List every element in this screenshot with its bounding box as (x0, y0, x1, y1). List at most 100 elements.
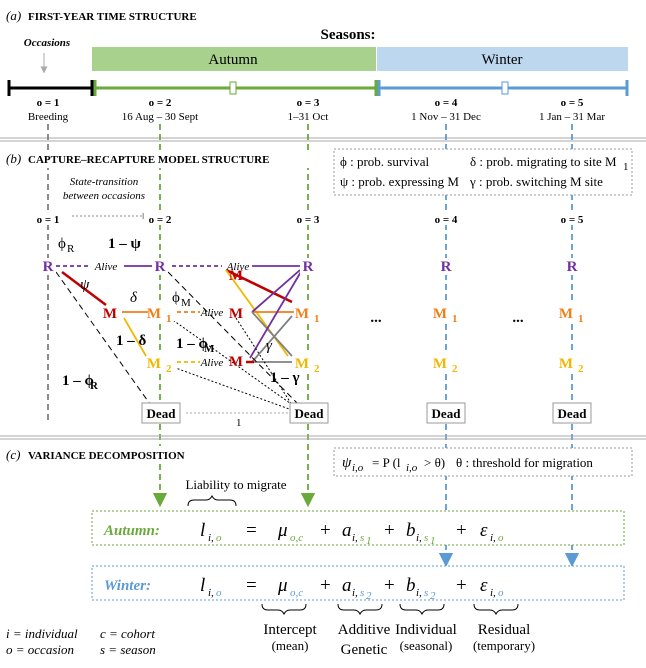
svg-text:Autumn:: Autumn: (103, 523, 160, 539)
component-intercept-sub: (mean) (272, 638, 309, 653)
ellipsis-2: ... (512, 310, 524, 326)
alive-4: Alive (200, 357, 224, 369)
svg-text:M: M (147, 356, 161, 372)
panel-c-tag: (c) (6, 447, 20, 462)
svg-text:M: M (433, 306, 447, 322)
svg-text:M: M (433, 356, 447, 372)
transitions (56, 265, 303, 364)
ellipsis-1: ... (370, 310, 382, 326)
svg-text:1: 1 (166, 313, 172, 325)
panel-b-tag: (b) (6, 151, 21, 166)
svg-text:o,c: o,c (290, 587, 303, 599)
param-one-minus-phi-r: 1 – ϕ (62, 373, 94, 389)
legend-gamma: γ : prob. switching M site (469, 174, 603, 189)
a-occ4-period: 1 Nov – 31 Dec (411, 111, 481, 123)
state-m2-o3: M 2 (294, 354, 322, 375)
autumn-band (92, 47, 376, 71)
component-braces (261, 603, 519, 616)
key-s: s = season (100, 642, 156, 657)
dead-box-o4: Dead (426, 402, 466, 424)
svg-text:2: 2 (578, 363, 584, 375)
b-occ5: o = 5 (561, 214, 584, 226)
param-one-minus-gamma: 1 – γ (270, 370, 300, 386)
param-phi-m: ϕ (172, 290, 180, 306)
svg-text:= P (l: = P (l (372, 455, 401, 470)
svg-text:i,: i, (490, 532, 496, 544)
panel-b: (b) CAPTURE–RECAPTURE MODEL STRUCTURE ϕ … (0, 148, 633, 429)
svg-text:M: M (147, 306, 161, 322)
state-m2-o2: M 2 (147, 354, 176, 375)
b-occ1: o = 1 (37, 214, 60, 226)
b-occ2: o = 2 (149, 214, 172, 226)
state-m1-o4: M 1 (432, 304, 460, 325)
svg-text:Dead: Dead (147, 406, 177, 421)
svg-text:1: 1 (578, 313, 584, 325)
svg-text:2: 2 (166, 363, 172, 375)
svg-text:M: M (295, 306, 309, 322)
svg-text:o: o (216, 587, 222, 599)
svg-text:1: 1 (430, 535, 436, 547)
svg-text:2: 2 (452, 363, 458, 375)
component-additive: Additive (338, 622, 391, 638)
state-r-o4: R (441, 259, 452, 275)
svg-text:=: = (246, 575, 257, 596)
param-phi-r-sub: R (67, 243, 75, 255)
component-residual: Residual (478, 622, 531, 638)
state-m1-o3: M 1 (294, 304, 322, 325)
state-r-o2: R (155, 259, 166, 275)
svg-text:Dead: Dead (295, 406, 325, 421)
dead-to-dead-label: 1 (236, 417, 242, 429)
svg-text:2: 2 (430, 590, 436, 602)
param-psi: ψ (80, 277, 90, 293)
svg-text:ε: ε (480, 520, 488, 541)
component-individual-sub: (seasonal) (400, 638, 453, 653)
svg-text:+: + (384, 575, 395, 596)
occasion-guides (47, 124, 580, 568)
svg-text:> θ): > θ) (424, 455, 445, 470)
alive-1: Alive (94, 261, 118, 273)
dead-box-o2: Dead (141, 402, 181, 424)
svg-text:1: 1 (314, 313, 320, 325)
autumn-label: Autumn (208, 52, 258, 68)
svg-text:ε: ε (480, 575, 488, 596)
svg-text:i,o: i,o (406, 462, 418, 474)
svg-text:1: 1 (452, 313, 458, 325)
panel-c: (c) VARIANCE DECOMPOSITION ψ i,o = P (l … (0, 446, 633, 658)
key-i: i = individual (6, 626, 78, 641)
svg-text:+: + (384, 520, 395, 541)
svg-text:i,: i, (208, 532, 214, 544)
a-occ5-period: 1 Jan – 31 Mar (539, 111, 605, 123)
component-intercept: Intercept (263, 622, 317, 638)
autumn-equation: Autumn: l i, o = μ o,c + a i, s 1 + b i,… (91, 510, 625, 547)
state-m1-o5: M 1 (558, 304, 586, 325)
component-residual-sub: (temporary) (473, 638, 535, 653)
svg-text:s: s (360, 587, 364, 599)
b-occ3: o = 3 (297, 214, 320, 226)
svg-text:i,o: i,o (352, 462, 364, 474)
svg-text:+: + (456, 575, 467, 596)
a-occ2-period: 16 Aug – 30 Sept (122, 111, 198, 123)
legend-psi: ψ : prob. expressing M (340, 174, 459, 189)
svg-text:l: l (200, 575, 205, 596)
legend-box (333, 148, 633, 196)
panel-a-title: FIRST-YEAR TIME STRUCTURE (28, 11, 197, 23)
svg-text:2: 2 (366, 590, 372, 602)
state-m-o2a: M (229, 268, 243, 284)
param-one-minus-delta: 1 – δ (116, 333, 147, 349)
occasions-label: Occasions (24, 37, 70, 49)
param-phi-r: ϕ (58, 236, 66, 252)
key-o: o = occasion (6, 642, 74, 657)
state-m-o1: M (103, 306, 117, 322)
svg-text:i,: i, (416, 587, 422, 599)
svg-text:i,: i, (490, 587, 496, 599)
death-transitions (55, 271, 299, 411)
svg-text:M: M (295, 356, 309, 372)
seasons-label: Seasons: (320, 27, 375, 43)
liability-label: Liability to migrate (185, 477, 286, 492)
svg-text:b: b (406, 520, 416, 541)
svg-text:M: M (559, 356, 573, 372)
param-phi-m-sub: M (181, 297, 191, 309)
state-transition-1: State-transition (70, 176, 139, 188)
